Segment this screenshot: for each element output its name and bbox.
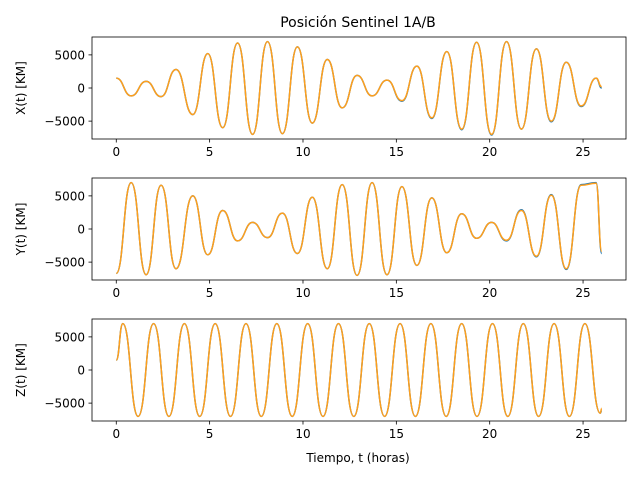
x-tick-label: 5 [206, 286, 214, 300]
x-tick-label: 20 [482, 145, 497, 159]
x-tick-label: 15 [389, 286, 404, 300]
x-tick-label: 25 [575, 427, 590, 441]
panel-series-group [115, 322, 603, 418]
y-tick-label: 5000 [54, 48, 85, 62]
y-tick-label: −5000 [44, 397, 85, 411]
panel-series-group [115, 181, 603, 277]
y-tick-label: 0 [77, 364, 85, 378]
chart-title: Posición Sentinel 1A/B [280, 15, 436, 31]
x-tick-label: 20 [482, 427, 497, 441]
y-tick-label: 5000 [54, 189, 85, 203]
x-tick-label: 10 [295, 427, 310, 441]
x-tick-label: 20 [482, 286, 497, 300]
x-tick-label: 25 [575, 286, 590, 300]
x-tick-label: 15 [389, 427, 404, 441]
x-tick-label: 5 [206, 427, 214, 441]
x-tick-label: 15 [389, 145, 404, 159]
x-tick-label: 0 [112, 145, 120, 159]
series-b-line [116, 40, 602, 136]
panel-series-group [116, 40, 603, 136]
panel-2: 0 5 10 15 20 25 5000 0 −5000 Y(t) [KM] [14, 177, 627, 300]
y-axis-label: Z(t) [KM] [14, 343, 28, 397]
x-tick-label: 0 [112, 427, 120, 441]
panel-1: 0 5 10 15 20 25 5000 0 −5000 X(t) [KM] [14, 36, 627, 159]
y-axis-label: X(t) [KM] [14, 61, 28, 115]
series-b-line [115, 181, 603, 277]
x-axis-label: Tiempo, t (horas) [305, 451, 409, 465]
x-tick-label: 10 [295, 286, 310, 300]
y-axis-label: Y(t) [KM] [14, 203, 28, 257]
y-tick-label: 0 [77, 82, 85, 96]
x-tick-label: 10 [295, 145, 310, 159]
x-tick-label: 5 [206, 145, 214, 159]
y-tick-label: 5000 [54, 330, 85, 344]
y-tick-label: −5000 [44, 115, 85, 129]
series-b-line [115, 322, 603, 418]
x-tick-label: 0 [112, 286, 120, 300]
y-tick-label: −5000 [44, 256, 85, 270]
y-tick-label: 0 [77, 223, 85, 237]
x-tick-label: 25 [575, 145, 590, 159]
panel-3: 0 5 10 15 20 25 5000 0 −5000 Z(t) [KM] [14, 318, 627, 441]
